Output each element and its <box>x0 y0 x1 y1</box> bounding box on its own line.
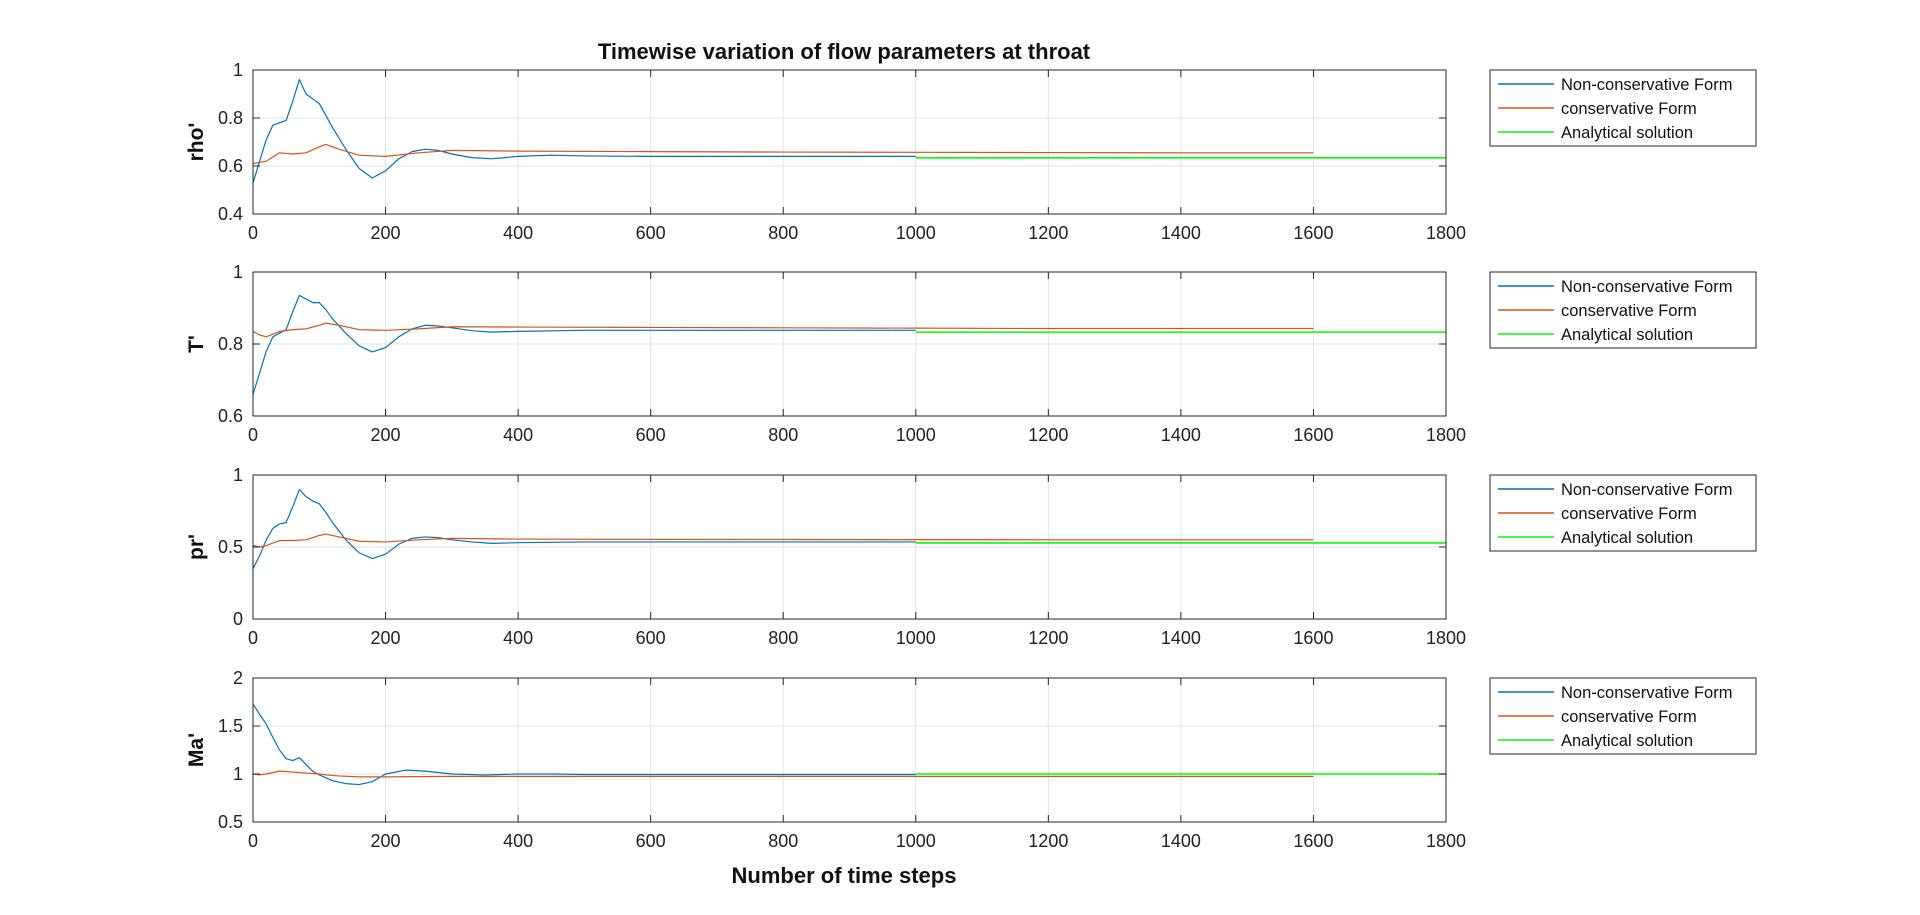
legend-entry-label: conservative Form <box>1561 100 1697 118</box>
x-tick-label: 1400 <box>1161 628 1201 648</box>
series-line-conservative-form <box>252 770 1314 778</box>
series-line-non-conservative-form <box>252 79 916 183</box>
x-tick-label: 1800 <box>1426 831 1466 851</box>
series-line-conservative-form <box>252 533 1314 548</box>
legend-entry-label: conservative Form <box>1561 708 1697 726</box>
x-tick-label: 1200 <box>1028 831 1068 851</box>
series-line-non-conservative-form <box>252 488 916 569</box>
x-tick-label: 1200 <box>1028 628 1068 648</box>
subplot-4: 0 200 400 600 800 1000 1200 1400 1600 1800 0.5 1 1.5… <box>185 668 1757 851</box>
x-tick-label: 1800 <box>1426 628 1466 648</box>
x-tick-label: 200 <box>371 223 401 243</box>
x-tick-label: 1600 <box>1293 831 1333 851</box>
plot-area <box>253 70 1446 214</box>
x-tick-label: 200 <box>371 628 401 648</box>
x-tick-label: 400 <box>503 223 533 243</box>
x-tick-label: 600 <box>636 831 666 851</box>
x-tick-label: 1000 <box>896 831 936 851</box>
legend-entry-label: Analytical solution <box>1561 529 1693 547</box>
subplot-2: 0 200 400 600 800 1000 1200 1400 1600 1800 0.6 0.8 1… <box>185 262 1757 445</box>
legend: Non-conservative Form conservative Form An… <box>1489 474 1757 552</box>
y-tick-label: 0.5 <box>218 537 243 557</box>
x-tick-label: 1400 <box>1161 425 1201 445</box>
x-tick-label: 200 <box>371 425 401 445</box>
plot-area <box>253 678 1446 822</box>
x-tick-label: 1600 <box>1293 223 1333 243</box>
legend: Non-conservative Form conservative Form An… <box>1489 271 1757 349</box>
y-tick-label: 0.4 <box>218 204 243 224</box>
x-axis-label: Number of time steps <box>732 863 957 888</box>
series-line-conservative-form <box>252 322 1314 338</box>
x-tick-label: 600 <box>636 425 666 445</box>
x-tick-label: 600 <box>636 223 666 243</box>
x-tick-label: 1000 <box>896 223 936 243</box>
x-tick-label: 800 <box>768 425 798 445</box>
legend-entry-label: conservative Form <box>1561 505 1697 523</box>
x-tick-label: 800 <box>768 831 798 851</box>
x-tick-label: 0 <box>248 425 258 445</box>
legend-entry-label: Non-conservative Form <box>1561 684 1732 702</box>
y-tick-label: 0.6 <box>218 156 243 176</box>
y-tick-label: 1 <box>233 60 243 80</box>
axes-box <box>252 677 1447 823</box>
y-tick-label: 0.5 <box>218 812 243 832</box>
y-tick-label: 1 <box>233 262 243 282</box>
y-tick-label: 0 <box>233 609 243 629</box>
x-tick-label: 1200 <box>1028 425 1068 445</box>
x-tick-label: 800 <box>768 628 798 648</box>
x-tick-label: 0 <box>248 628 258 648</box>
x-tick-label: 1600 <box>1293 425 1333 445</box>
x-tick-label: 0 <box>248 831 258 851</box>
y-axis-label: Ma' <box>185 733 208 767</box>
y-axis-label: rho' <box>185 123 208 162</box>
subplot-3: 0 200 400 600 800 1000 1200 1400 1600 1800 0 0.5 1 pr… <box>185 465 1757 648</box>
legend-entry-label: Analytical solution <box>1561 124 1693 142</box>
y-tick-label: 0.8 <box>218 334 243 354</box>
legend-entry-label: Analytical solution <box>1561 732 1693 750</box>
x-tick-label: 1000 <box>896 628 936 648</box>
x-tick-label: 1400 <box>1161 831 1201 851</box>
y-tick-label: 1 <box>233 465 243 485</box>
x-tick-label: 1800 <box>1426 223 1466 243</box>
x-tick-label: 1200 <box>1028 223 1068 243</box>
legend-entry-label: conservative Form <box>1561 302 1697 320</box>
x-tick-label: 0 <box>248 223 258 243</box>
legend-entry-label: Analytical solution <box>1561 326 1693 344</box>
y-tick-label: 1 <box>233 764 243 784</box>
legend: Non-conservative Form conservative Form An… <box>1489 677 1757 755</box>
x-tick-label: 1400 <box>1161 223 1201 243</box>
y-axis-label: T' <box>185 335 208 353</box>
y-tick-label: 0.8 <box>218 108 243 128</box>
y-tick-label: 0.6 <box>218 406 243 426</box>
x-tick-label: 400 <box>503 425 533 445</box>
y-tick-label: 1.5 <box>218 716 243 736</box>
axes-box <box>252 69 1447 215</box>
legend: Non-conservative Form conservative Form An… <box>1489 69 1757 147</box>
y-axis-label: pr' <box>185 534 208 560</box>
legend-entry-label: Non-conservative Form <box>1561 278 1732 296</box>
x-tick-label: 1800 <box>1426 425 1466 445</box>
legend-entry-label: Non-conservative Form <box>1561 76 1732 94</box>
series-line-non-conservative-form <box>252 703 916 786</box>
subplot-1: 0 200 400 600 800 1000 1200 1400 1600 1800 0.4 0.6 0… <box>185 60 1757 243</box>
x-tick-label: 600 <box>636 628 666 648</box>
chart-title: Timewise variation of flow parameters at… <box>598 39 1091 64</box>
x-tick-label: 1600 <box>1293 628 1333 648</box>
subplots: 0 200 400 600 800 1000 1200 1400 1600 18000.40.60… <box>185 60 1757 851</box>
x-tick-label: 200 <box>371 831 401 851</box>
x-tick-label: 800 <box>768 223 798 243</box>
x-tick-label: 1000 <box>896 425 936 445</box>
x-tick-label: 400 <box>503 831 533 851</box>
series-line-conservative-form <box>252 143 1314 165</box>
legend-entry-label: Non-conservative Form <box>1561 481 1732 499</box>
y-tick-label: 2 <box>233 668 243 688</box>
x-tick-label: 400 <box>503 628 533 648</box>
